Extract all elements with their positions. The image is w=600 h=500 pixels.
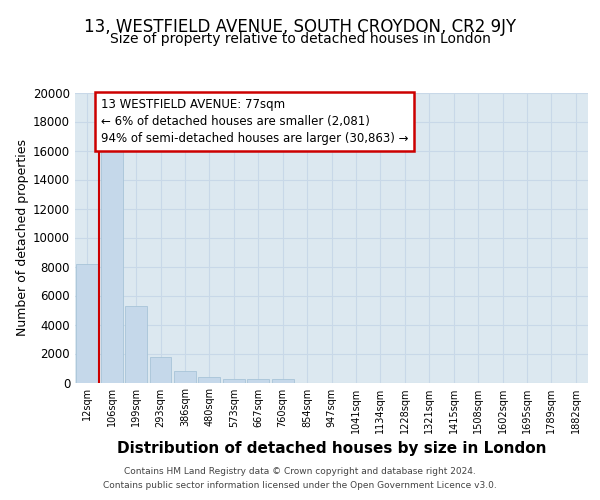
Bar — [101, 142, 122, 382]
Bar — [149, 357, 172, 382]
Y-axis label: Number of detached properties: Number of detached properties — [16, 139, 29, 336]
X-axis label: Distribution of detached houses by size in London: Distribution of detached houses by size … — [117, 441, 546, 456]
Text: 13 WESTFIELD AVENUE: 77sqm
← 6% of detached houses are smaller (2,081)
94% of se: 13 WESTFIELD AVENUE: 77sqm ← 6% of detac… — [101, 98, 408, 146]
Bar — [199, 378, 220, 382]
Text: Contains public sector information licensed under the Open Government Licence v3: Contains public sector information licen… — [103, 481, 497, 490]
Bar — [272, 379, 293, 382]
Bar — [174, 371, 196, 382]
Bar — [125, 306, 147, 382]
Bar — [223, 379, 245, 382]
Bar — [76, 264, 98, 382]
Text: Size of property relative to detached houses in London: Size of property relative to detached ho… — [110, 32, 490, 46]
Text: 13, WESTFIELD AVENUE, SOUTH CROYDON, CR2 9JY: 13, WESTFIELD AVENUE, SOUTH CROYDON, CR2… — [84, 18, 516, 36]
Bar — [247, 379, 269, 382]
Text: Contains HM Land Registry data © Crown copyright and database right 2024.: Contains HM Land Registry data © Crown c… — [124, 467, 476, 476]
